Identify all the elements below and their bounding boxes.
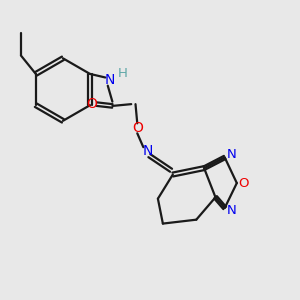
Text: N: N [104, 73, 115, 87]
Text: N: N [226, 148, 236, 161]
Text: H: H [118, 68, 128, 80]
Text: N: N [142, 144, 153, 158]
Text: O: O [239, 177, 249, 190]
Text: O: O [132, 121, 143, 135]
Text: N: N [226, 204, 236, 217]
Text: O: O [86, 97, 97, 111]
